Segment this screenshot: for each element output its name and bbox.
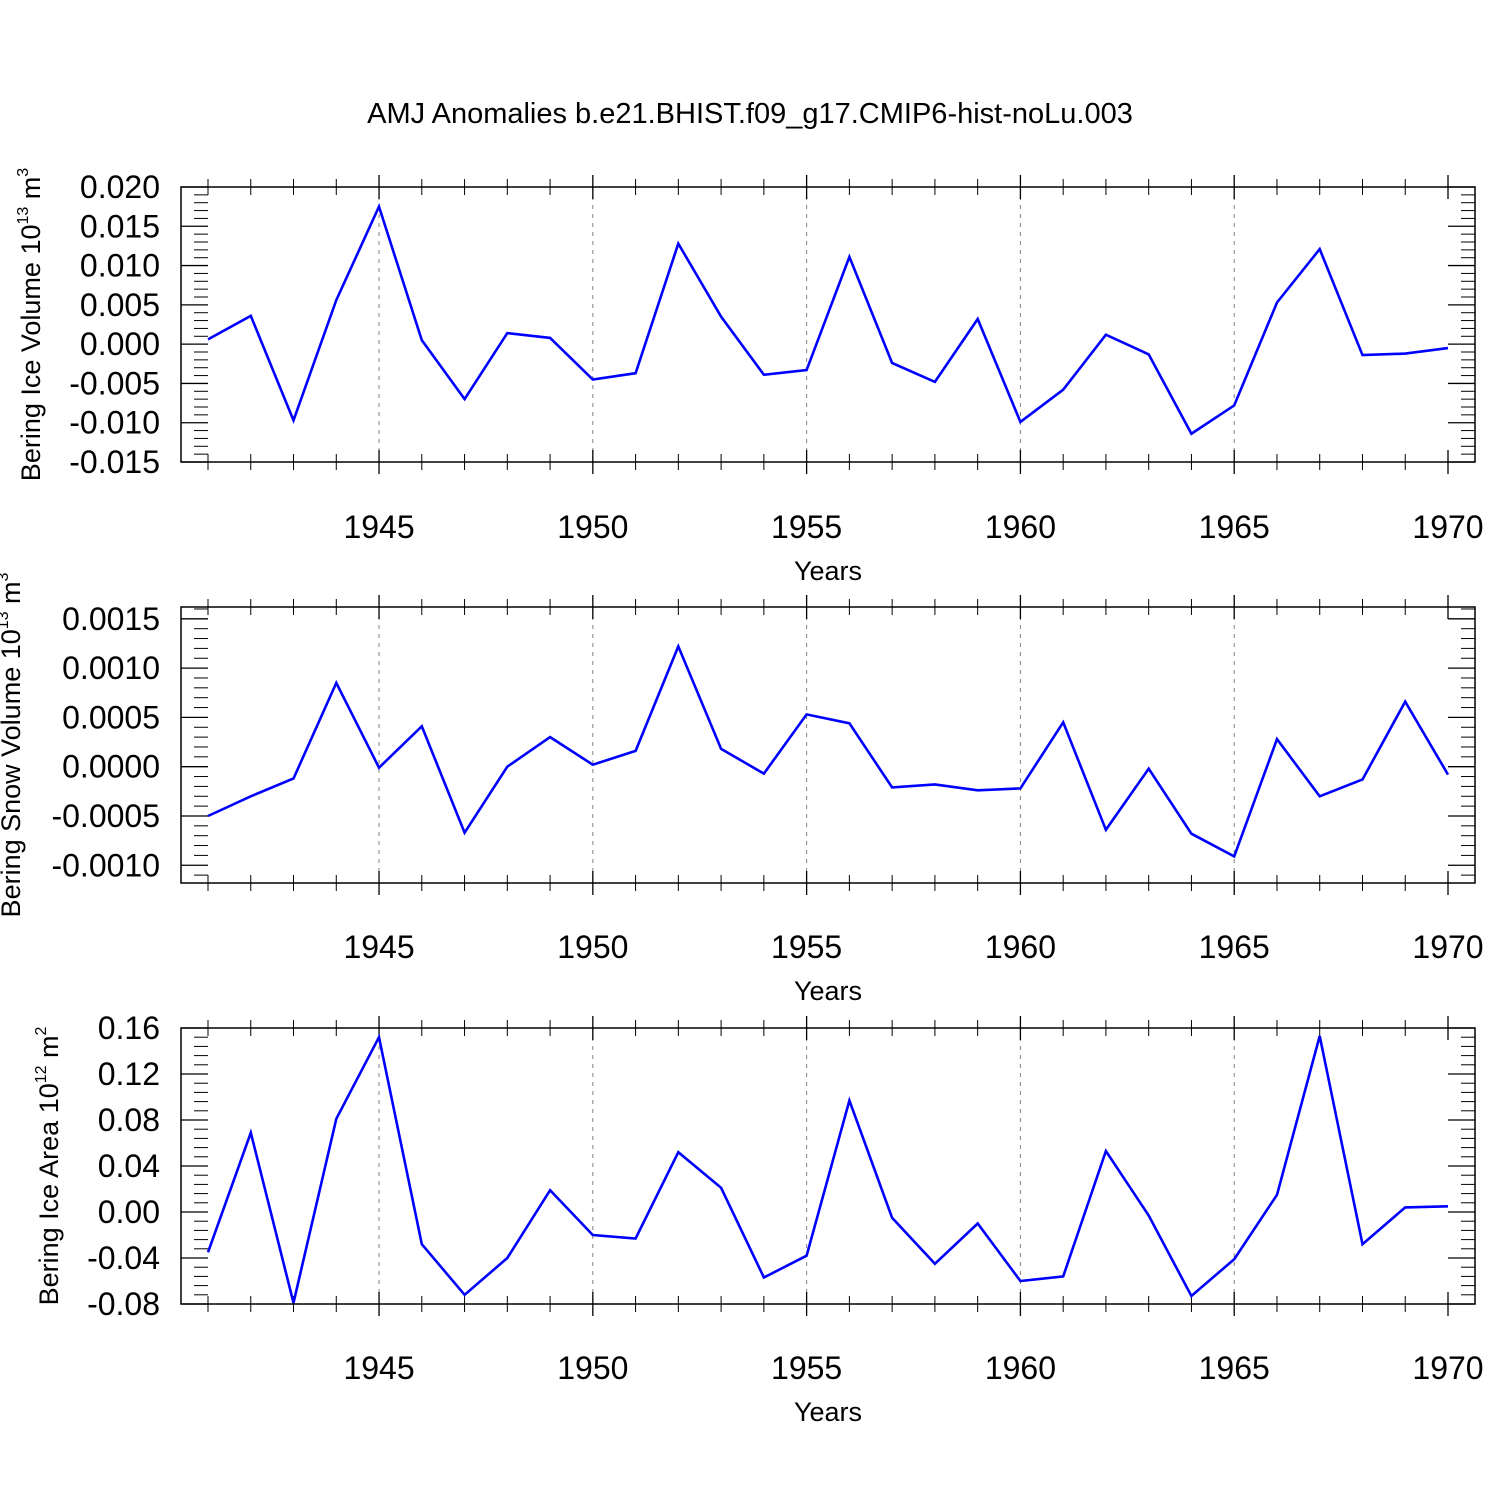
y-tick-label: -0.010	[69, 405, 160, 441]
x-axis-title: Years	[794, 976, 862, 1006]
y-tick-label: 0.0010	[62, 650, 160, 686]
x-tick-label: 1955	[771, 509, 842, 545]
chart-title: AMJ Anomalies b.e21.BHIST.f09_g17.CMIP6-…	[367, 98, 1133, 130]
y-tick-label: 0.010	[80, 248, 160, 284]
x-tick-label: 1945	[343, 509, 414, 545]
x-tick-label: 1945	[343, 1350, 414, 1386]
y-tick-label: -0.0010	[51, 847, 160, 883]
panel-snow-volume-y-ticks: 0.0015 0.0010 0.0005 0.0000 -0.0005 -0.0…	[51, 601, 160, 883]
y-tick-label: 0.0015	[62, 601, 160, 637]
x-tick-label: 1950	[557, 929, 628, 965]
x-tick-label: 1960	[985, 509, 1056, 545]
panel-ice-volume-grid	[378, 187, 1235, 462]
y-tick-label: 0.005	[80, 287, 160, 323]
x-tick-label: 1965	[1199, 929, 1270, 965]
x-tick-label: 1970	[1412, 1350, 1483, 1386]
x-axis-title: Years	[794, 1397, 862, 1427]
y-axis-title: Bering Ice Area 1012 m2	[33, 1026, 64, 1305]
panel-snow-volume-x-ticks: 1945 1950 1955 1960 1965 1970	[343, 929, 1483, 965]
x-tick-label: 1955	[771, 929, 842, 965]
panel-snow-volume: 0.0015 0.0010 0.0005 0.0000 -0.0005 -0.0…	[0, 572, 1484, 1006]
y-tick-label: 0.0000	[62, 749, 160, 785]
x-tick-label: 1960	[985, 929, 1056, 965]
panel-ice-area: 0.16 0.12 0.08 0.04 0.00 -0.04 -0.08 194…	[33, 1010, 1484, 1427]
panel-ice-area-grid	[378, 1028, 1235, 1304]
x-tick-label: 1945	[343, 929, 414, 965]
x-tick-label: 1965	[1199, 509, 1270, 545]
y-tick-label: 0.04	[98, 1148, 160, 1184]
x-tick-label: 1970	[1412, 509, 1483, 545]
series-line	[207, 642, 1450, 859]
panel-snow-volume-series	[207, 642, 1450, 859]
panel-ice-volume-series	[207, 203, 1449, 436]
panel-ice-volume: 0.020 0.015 0.010 0.005 0.000 -0.005 -0.…	[15, 168, 1484, 586]
y-tick-label: -0.005	[69, 365, 160, 401]
x-tick-label: 1960	[985, 1350, 1056, 1386]
panel-ice-area-x-ticks: 1945 1950 1955 1960 1965 1970	[343, 1350, 1483, 1386]
series-line	[206, 1033, 1449, 1304]
y-tick-label: -0.015	[69, 444, 160, 480]
panel-ice-area-minor-ticks	[181, 1016, 1475, 1316]
y-tick-label: -0.0005	[51, 798, 160, 834]
panel-ice-volume-minor-ticks	[181, 175, 1475, 474]
panel-ice-volume-x-ticks: 1945 1950 1955 1960 1965 1970	[343, 509, 1483, 545]
x-tick-label: 1970	[1412, 929, 1483, 965]
panel-ice-area-y-ticks: 0.16 0.12 0.08 0.04 0.00 -0.04 -0.08	[87, 1010, 160, 1322]
x-tick-label: 1950	[557, 509, 628, 545]
plot-frame	[180, 606, 1476, 884]
x-axis-title: Years	[794, 556, 862, 586]
y-tick-label: 0.12	[98, 1056, 160, 1092]
y-tick-label: 0.000	[80, 326, 160, 362]
y-tick-label: -0.04	[87, 1240, 160, 1276]
y-tick-label: 0.00	[98, 1194, 160, 1230]
x-tick-label: 1950	[557, 1350, 628, 1386]
plot-frame	[180, 1027, 1476, 1305]
x-tick-label: 1955	[771, 1350, 842, 1386]
panel-ice-area-series	[206, 1033, 1449, 1304]
y-tick-label: 0.015	[80, 208, 160, 244]
y-axis-title: Bering Ice Volume 1013 m3	[15, 168, 46, 481]
panel-ice-volume-y-ticks: 0.020 0.015 0.010 0.005 0.000 -0.005 -0.…	[69, 169, 160, 480]
y-tick-label: 0.08	[98, 1102, 160, 1138]
y-tick-label: -0.08	[87, 1286, 160, 1322]
y-tick-label: 0.16	[98, 1010, 160, 1046]
x-tick-label: 1965	[1199, 1350, 1270, 1386]
y-tick-label: 0.020	[80, 169, 160, 205]
plot-frame	[180, 186, 1476, 463]
series-line	[207, 203, 1449, 436]
y-axis-title: Bering Snow Volume 1013 m3	[0, 572, 26, 917]
panel-snow-volume-grid	[378, 607, 1235, 883]
y-tick-label: 0.0005	[62, 699, 160, 735]
